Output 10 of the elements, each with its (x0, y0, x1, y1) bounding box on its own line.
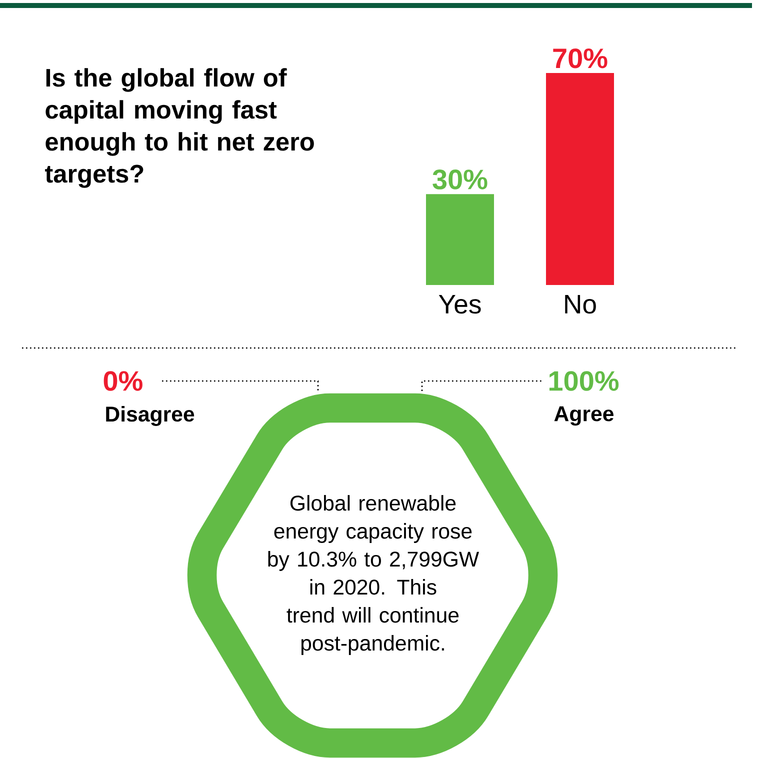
text: Disagree (106, 406, 194, 426)
text: Agree (554, 406, 614, 426)
data-label: 70% (553, 48, 608, 68)
data-label: 30% (432, 170, 488, 190)
x-tick-label: Yes (438, 295, 481, 314)
text: 100% (549, 371, 619, 391)
text: Global renewable energy capacity rose by 10.3% to 2,799GW in 2020. This trend will continue post-pandemic. (268, 495, 480, 655)
text: 0% (104, 371, 142, 391)
text: Is the global flow of capital moving fast enough to hit net zero targets? (45, 68, 314, 188)
x-tick-label: No (565, 295, 596, 314)
